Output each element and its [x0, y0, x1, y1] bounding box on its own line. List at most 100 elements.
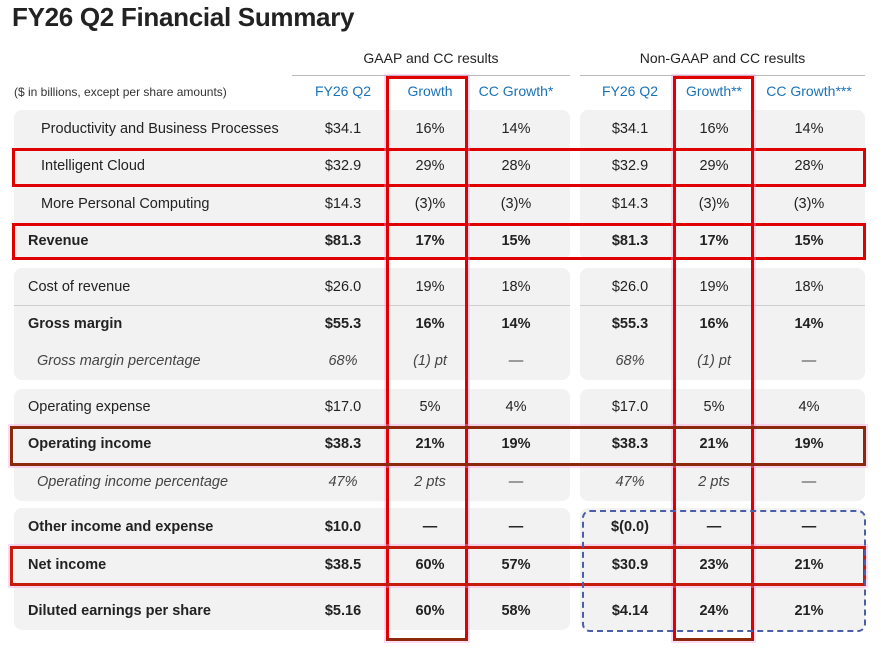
table-cell: 16% — [415, 121, 445, 137]
table-cell: $14.3 — [611, 196, 649, 212]
table-cell: 2 pts — [414, 474, 446, 490]
table-cell: 21% — [794, 603, 824, 619]
table-row: Revenue $81.3 17% 15% $81.3 17% 15% — [0, 223, 881, 259]
table-cell: $10.0 — [324, 519, 362, 535]
col-header-nongaap-growth: Growth** — [685, 83, 743, 99]
table-cell: 19% — [501, 436, 531, 452]
row-label: Net income — [28, 557, 107, 573]
table-cell: $30.9 — [611, 557, 649, 573]
table-row: Operating income $38.3 21% 19% $38.3 21% 19% — [0, 426, 881, 462]
row-label: Revenue — [28, 233, 89, 249]
table-row: Other income and expense $10.0 — — $(0.0) — — — [0, 509, 881, 545]
table-cell: 16% — [699, 316, 729, 332]
table-cell: — — [801, 353, 817, 369]
table-cell: (3)% — [698, 196, 730, 212]
table-cell: 15% — [794, 233, 824, 249]
table-row: Operating income percentage 47% 2 pts — 47% 2… — [0, 464, 881, 500]
table-cell: 23% — [699, 557, 729, 573]
table-row: Gross margin percentage 68% (1) pt — 68% (1) … — [0, 343, 881, 379]
table-cell: — — [508, 353, 524, 369]
col-header-nongaap-fy26q2: FY26 Q2 — [601, 83, 659, 99]
table-cell: 21% — [794, 557, 824, 573]
table-cell: $81.3 — [611, 233, 649, 249]
table-cell: 14% — [501, 316, 531, 332]
table-cell: 2 pts — [698, 474, 730, 490]
table-cell: — — [508, 519, 524, 535]
table-row: Net income $38.5 60% 57% $30.9 23% 21% — [0, 547, 881, 583]
table-cell: 14% — [501, 121, 531, 137]
table-cell: $14.3 — [324, 196, 362, 212]
table-cell: $38.5 — [324, 557, 362, 573]
table-row: Intelligent Cloud $32.9 29% 28% $32.9 29% 28% — [0, 148, 881, 184]
row-label: Intelligent Cloud — [41, 158, 145, 174]
row-label: Cost of revenue — [28, 279, 131, 295]
row-label: Gross margin — [28, 316, 123, 332]
panel-margin-nongaap — [580, 268, 865, 380]
row-divider — [14, 305, 570, 306]
table-cell: 17% — [699, 233, 729, 249]
table-cell: 68% — [328, 353, 358, 369]
table-cell: 5% — [419, 399, 441, 415]
table-cell: (1) pt — [413, 353, 447, 369]
row-divider — [580, 305, 865, 306]
non-gaap-header-rule — [580, 75, 865, 76]
table-row: More Personal Computing $14.3 (3)% (3)% $14.… — [0, 186, 881, 222]
table-cell: $17.0 — [611, 399, 649, 415]
table-row: Cost of revenue $26.0 19% 18% $26.0 19% 18% — [0, 269, 881, 305]
row-label: Diluted earnings per share — [28, 603, 211, 619]
col-header-gaap-growth: Growth — [407, 83, 453, 99]
table-cell: 28% — [501, 158, 531, 174]
panel-net-nongaap — [580, 508, 865, 630]
table-cell: 29% — [699, 158, 729, 174]
table-cell: $26.0 — [324, 279, 362, 295]
table-cell: — — [508, 474, 524, 490]
table-cell: 19% — [415, 279, 445, 295]
gaap-group-header: GAAP and CC results — [363, 50, 499, 66]
row-label: More Personal Computing — [41, 196, 210, 212]
table-cell: 14% — [794, 316, 824, 332]
row-label: Operating expense — [28, 399, 151, 415]
table-row: Gross margin $55.3 16% 14% $55.3 16% 14% — [0, 306, 881, 342]
table-cell: 21% — [415, 436, 445, 452]
table-cell: — — [422, 519, 438, 535]
table-cell: $55.3 — [611, 316, 649, 332]
col-header-nongaap-cc-growth: CC Growth*** — [766, 83, 852, 99]
table-cell: 4% — [798, 399, 820, 415]
table-cell: 60% — [415, 557, 445, 573]
table-cell: $17.0 — [324, 399, 362, 415]
table-row: Productivity and Business Processes $34.1… — [0, 111, 881, 147]
table-cell: 19% — [699, 279, 729, 295]
panel-net-gaap — [14, 508, 570, 630]
table-cell: 16% — [415, 316, 445, 332]
table-cell: $38.3 — [611, 436, 649, 452]
table-cell: 60% — [415, 603, 445, 619]
table-cell: $34.1 — [324, 121, 362, 137]
table-cell: $38.3 — [324, 436, 362, 452]
table-cell: 14% — [794, 121, 824, 137]
table-cell: (1) pt — [697, 353, 731, 369]
table-cell: 15% — [501, 233, 531, 249]
row-label: Productivity and Business Processes — [41, 121, 279, 137]
table-cell: 68% — [615, 353, 645, 369]
page-title: FY26 Q2 Financial Summary — [12, 2, 355, 32]
table-cell: 16% — [699, 121, 729, 137]
table-cell: $55.3 — [324, 316, 362, 332]
col-header-gaap-fy26q2: FY26 Q2 — [314, 83, 372, 99]
table-cell: $81.3 — [324, 233, 362, 249]
panel-margin-gaap — [14, 268, 570, 380]
table-cell: $32.9 — [611, 158, 649, 174]
table-cell: 47% — [615, 474, 645, 490]
table-cell: 19% — [794, 436, 824, 452]
table-cell: 5% — [703, 399, 725, 415]
table-cell: 18% — [794, 279, 824, 295]
table-cell: 58% — [501, 603, 531, 619]
row-label: Operating income percentage — [37, 474, 229, 490]
non-gaap-group-header: Non-GAAP and CC results — [639, 50, 806, 66]
table-cell: 57% — [501, 557, 531, 573]
table-cell: (3)% — [793, 196, 825, 212]
table-cell: — — [706, 519, 722, 535]
gaap-header-rule — [292, 75, 570, 76]
table-cell: $(0.0) — [611, 519, 649, 535]
row-label: Operating income — [28, 436, 152, 452]
